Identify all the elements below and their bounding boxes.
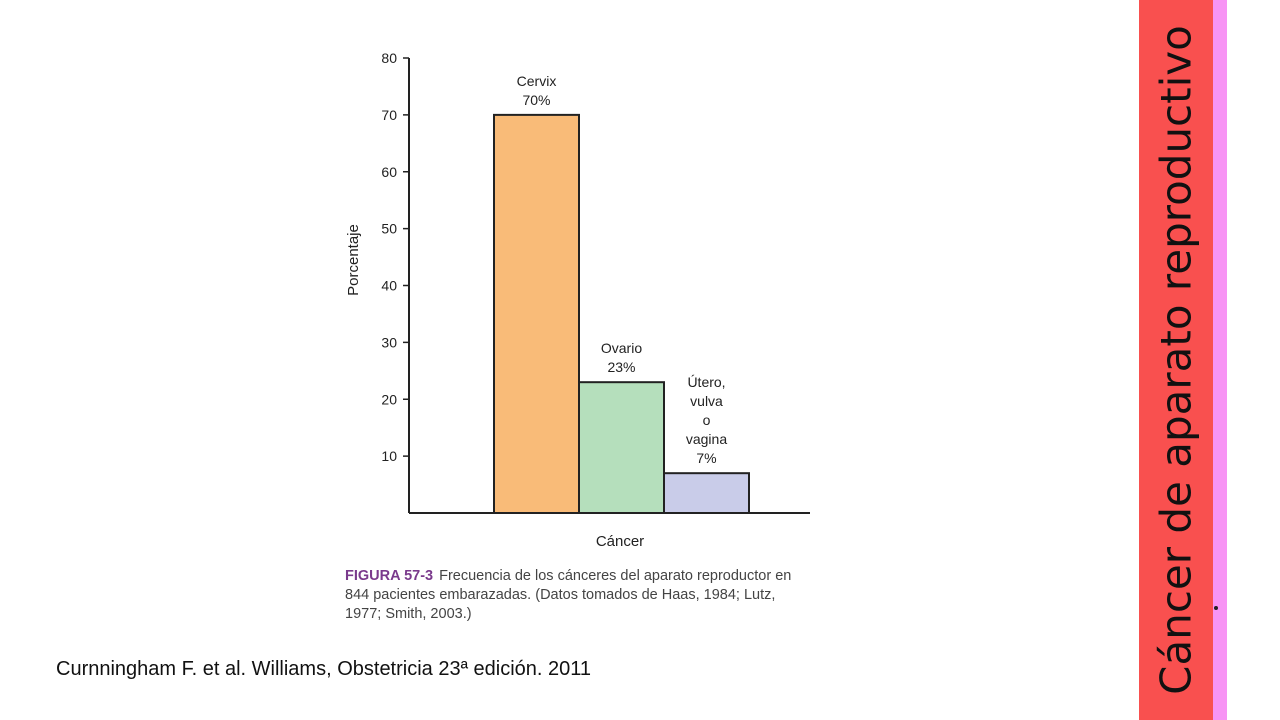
source-citation: Curnningham F. et al. Williams, Obstetri… <box>56 658 592 680</box>
y-tick-label: 70 <box>381 107 397 123</box>
bar <box>663 472 750 514</box>
y-axis-label: Porcentaje <box>345 224 362 296</box>
side-accent-strip <box>1213 0 1227 720</box>
y-tick-label: 40 <box>381 278 397 294</box>
x-axis-label: Cáncer <box>596 533 644 550</box>
bar <box>578 381 665 514</box>
bullet-dot <box>1214 606 1218 610</box>
bar-data-label: Útero, vulva o vagina 7% <box>686 374 727 466</box>
bar-data-label: Ovario 23% <box>601 340 642 375</box>
y-tick-label: 10 <box>381 448 397 464</box>
figure-number: FIGURA 57-3 <box>345 568 434 584</box>
y-tick-label: 30 <box>381 334 397 350</box>
bar <box>493 113 580 514</box>
figure-caption-text: Frecuencia de los cánceres del aparato r… <box>345 568 792 622</box>
y-tick-label: 60 <box>381 164 397 180</box>
y-tick-label: 20 <box>381 391 397 407</box>
slide-title: Cáncer de aparato reproductivo <box>1151 25 1201 695</box>
bar-data-label: Cervix 70% <box>517 73 557 108</box>
figure-caption: FIGURA 57-3 Frecuencia de los cánceres de… <box>345 567 815 624</box>
y-tick-label: 50 <box>381 221 397 237</box>
y-tick-label: 80 <box>381 50 397 66</box>
side-banner <box>1139 0 1213 720</box>
